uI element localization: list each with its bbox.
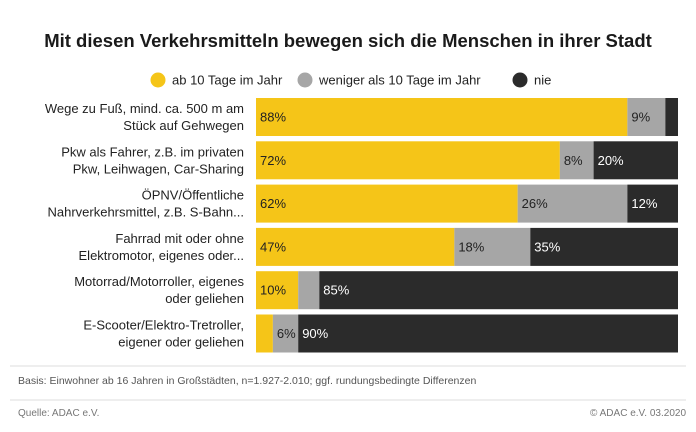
basis-note: Basis: Einwohner ab 16 Jahren in Großstä… bbox=[18, 375, 476, 387]
data-label: 47% bbox=[260, 239, 286, 254]
legend: ab 10 Tage im Jahr weniger als 10 Tage im… bbox=[150, 72, 551, 88]
source-label: Quelle: ADAC e.V. bbox=[18, 408, 99, 419]
bar-segment-series-2 bbox=[298, 271, 320, 310]
bar-row: Pkw als Fahrer, z.B. im privaten Pkw, Lei… bbox=[61, 141, 678, 180]
bar-segment-series-1 bbox=[256, 227, 455, 266]
bar-segment-series-3 bbox=[665, 98, 678, 136]
data-label: 72% bbox=[260, 153, 286, 168]
legend-swatch-1 bbox=[150, 72, 166, 88]
data-label: 6% bbox=[277, 326, 296, 341]
bar-segment-series-2 bbox=[559, 141, 594, 180]
bar-segment-series-2 bbox=[517, 184, 628, 223]
category-label: Motorrad/Motorroller, eigenes bbox=[74, 274, 244, 289]
data-label: 10% bbox=[260, 283, 286, 298]
bar-segment-series-1 bbox=[256, 184, 518, 223]
data-label: 18% bbox=[458, 239, 484, 254]
bar-row: Fahrrad mit oder ohne Elektromotor, eigen… bbox=[79, 227, 678, 266]
bar-segment-series-1 bbox=[256, 141, 560, 180]
legend-label-2: weniger als 10 Tage im Jahr bbox=[318, 73, 481, 88]
category-label: eigener oder geliehen bbox=[118, 335, 244, 350]
bar-row: E-Scooter/Elektro-Tretroller, eigener ode… bbox=[83, 314, 678, 353]
category-label: Stück auf Gehwegen bbox=[123, 118, 244, 133]
bar-segment-series-1 bbox=[256, 271, 299, 310]
category-label: Fahrrad mit oder ohne bbox=[115, 231, 244, 246]
category-label: oder geliehen bbox=[165, 291, 244, 306]
category-label: Pkw, Leihwagen, Car-Sharing bbox=[73, 161, 244, 176]
bar-row: Motorrad/Motorroller, eigenes oder gelieh… bbox=[74, 271, 678, 310]
bar-segment-series-3 bbox=[530, 227, 678, 266]
data-label: 90% bbox=[302, 326, 328, 341]
legend-label-1: ab 10 Tage im Jahr bbox=[172, 73, 283, 88]
bar-segment-series-3 bbox=[319, 271, 678, 310]
copyright-label: © ADAC e.V. 03.2020 bbox=[590, 408, 686, 419]
legend-swatch-2 bbox=[297, 72, 313, 88]
chart-title: Mit diesen Verkehrsmitteln bewegen sich … bbox=[44, 30, 652, 51]
data-label: 35% bbox=[534, 239, 560, 254]
bar-rows: Wege zu Fuß, mind. ca. 500 m am Stück auf… bbox=[45, 98, 678, 353]
legend-label-3: nie bbox=[534, 73, 551, 88]
bar-row: Wege zu Fuß, mind. ca. 500 m am Stück auf… bbox=[45, 98, 678, 136]
bar-segment-series-1 bbox=[256, 98, 628, 136]
bar-row: ÖPNV/Öffentliche Nahrverkehrsmittel, z.B.… bbox=[47, 184, 678, 223]
legend-swatch-3 bbox=[512, 72, 528, 88]
category-label: E-Scooter/Elektro-Tretroller, bbox=[83, 318, 244, 333]
data-label: 20% bbox=[598, 153, 624, 168]
data-label: 8% bbox=[564, 153, 583, 168]
bar-segment-series-3 bbox=[298, 314, 678, 353]
data-label: 12% bbox=[631, 196, 657, 211]
category-label: Wege zu Fuß, mind. ca. 500 m am bbox=[45, 101, 244, 116]
data-label: 9% bbox=[631, 110, 650, 125]
bar-segment-series-1 bbox=[256, 314, 273, 353]
category-label: Pkw als Fahrer, z.B. im privaten bbox=[61, 144, 244, 159]
bar-segment-series-2 bbox=[627, 98, 666, 136]
category-label: Elektromotor, eigenes oder... bbox=[79, 248, 244, 263]
bar-segment-series-2 bbox=[454, 227, 531, 266]
category-label: Nahrverkehrsmittel, z.B. S-Bahn... bbox=[47, 205, 244, 220]
data-label: 26% bbox=[522, 196, 548, 211]
bar-segment-series-3 bbox=[627, 184, 678, 223]
data-label: 85% bbox=[323, 283, 349, 298]
category-label: ÖPNV/Öffentliche bbox=[142, 188, 244, 203]
bar-segment-series-3 bbox=[593, 141, 678, 180]
data-label: 88% bbox=[260, 110, 286, 125]
bar-segment-series-2 bbox=[272, 314, 299, 353]
data-label: 62% bbox=[260, 196, 286, 211]
